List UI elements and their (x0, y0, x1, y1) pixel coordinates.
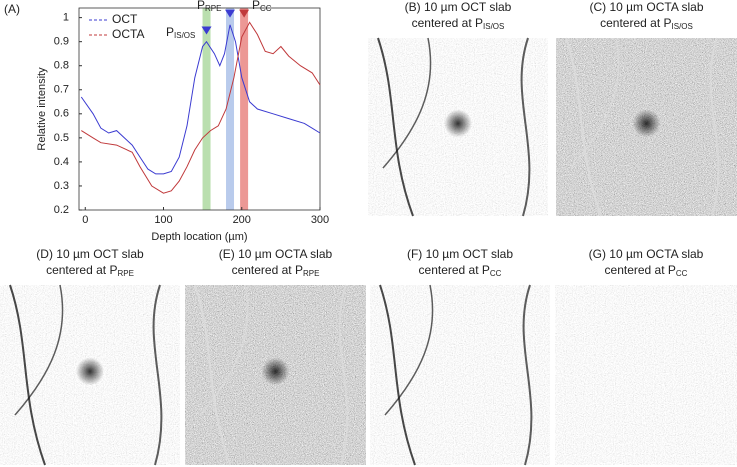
vessel (522, 284, 533, 466)
panel-subtitle-main: centered at P (605, 263, 676, 277)
panel-subtitle: centered at PIS/OS (412, 16, 505, 31)
panel-subtitle-sub: IS/OS (672, 22, 693, 31)
vessel (570, 37, 620, 169)
vessel (377, 37, 414, 217)
panel-subtitle: centered at PIS/OS (600, 16, 693, 31)
vessel (379, 284, 416, 466)
marker-label-sub: IS/OS (174, 31, 195, 40)
vessel (152, 284, 163, 466)
band (202, 8, 211, 210)
y-tick-label: 0.6 (54, 108, 69, 120)
y-tick-label: 0.5 (54, 132, 69, 144)
panel-subtitle-sub: IS/OS (483, 22, 504, 31)
fovea (444, 109, 472, 138)
panel-subtitle-sub: CC (490, 269, 502, 278)
vessel (9, 284, 46, 466)
panel-title: (C) 10 µm OCTA slab (589, 0, 703, 14)
marker-label-sub: RPE (205, 4, 221, 13)
marker-label-main: P (166, 25, 174, 39)
vessel (384, 284, 434, 416)
fovea (261, 357, 290, 386)
y-tick-label: 0.7 (54, 84, 69, 96)
vessel (520, 37, 531, 217)
marker-label: PIS/OS (166, 25, 195, 40)
vessel (338, 284, 349, 466)
marker-label: PRPE (197, 0, 221, 13)
series-line (80, 24, 321, 175)
plot-frame (78, 7, 321, 211)
panel-title: (G) 10 µm OCTA slab (589, 247, 704, 261)
fovea (632, 109, 661, 138)
fovea (76, 357, 104, 386)
band (240, 8, 249, 210)
legend-label: OCT (112, 12, 138, 26)
marker (201, 26, 212, 35)
x-tick-label: 200 (233, 214, 251, 226)
panel-title: (E) 10 µm OCTA slab (219, 247, 333, 261)
panel-subtitle: centered at PCC (605, 263, 688, 278)
marker-label: PCC (252, 0, 272, 13)
x-axis-label: Depth location (µm) (151, 231, 247, 243)
x-tick-label: 0 (82, 214, 88, 226)
y-tick-label: 0.4 (54, 156, 69, 168)
panel-subtitle-main: centered at P (46, 263, 117, 277)
vessel (194, 284, 231, 466)
vessel (199, 284, 249, 416)
panel-title: (B) 10 µm OCT slab (405, 0, 512, 14)
vessel (14, 284, 64, 416)
band (226, 8, 235, 210)
panel-subtitle-main: centered at P (419, 263, 490, 277)
series-line (81, 21, 321, 194)
image-panel (370, 285, 550, 465)
marker-label-main: P (197, 0, 205, 12)
panel-subtitle-sub: CC (676, 269, 688, 278)
vessel (709, 37, 720, 217)
panel-label: (A) (4, 2, 20, 16)
panel-subtitle-sub: RPE (117, 269, 133, 278)
panel-subtitle-main: centered at P (600, 16, 671, 30)
y-tick-label: 1 (63, 12, 69, 24)
panel-subtitle-main: centered at P (412, 16, 483, 30)
y-tick-label: 0.2 (54, 204, 69, 216)
panel-subtitle-sub: RPE (303, 269, 319, 278)
panel-subtitle: centered at PRPE (46, 263, 134, 278)
panel-title: (F) 10 µm OCT slab (407, 247, 513, 261)
panel-subtitle-main: centered at P (232, 263, 303, 277)
marker (239, 9, 250, 18)
y-tick-label: 0.3 (54, 180, 69, 192)
y-tick-label: 0.8 (54, 60, 69, 72)
marker-label-main: P (252, 0, 260, 12)
marker-label-sub: CC (260, 4, 272, 13)
x-tick-label: 300 (311, 214, 329, 226)
marker (225, 9, 236, 18)
panel-subtitle: centered at PCC (419, 263, 502, 278)
panel-subtitle: centered at PRPE (232, 263, 320, 278)
legend-label: OCTA (112, 27, 144, 41)
panel-title: (D) 10 µm OCT slab (36, 247, 144, 261)
x-tick-label: 100 (154, 214, 172, 226)
y-tick-label: 0.9 (54, 36, 69, 48)
vessel (565, 37, 602, 217)
image-panel (555, 285, 737, 465)
vessel (382, 37, 432, 169)
y-axis-label: Relative intensity (36, 67, 48, 151)
